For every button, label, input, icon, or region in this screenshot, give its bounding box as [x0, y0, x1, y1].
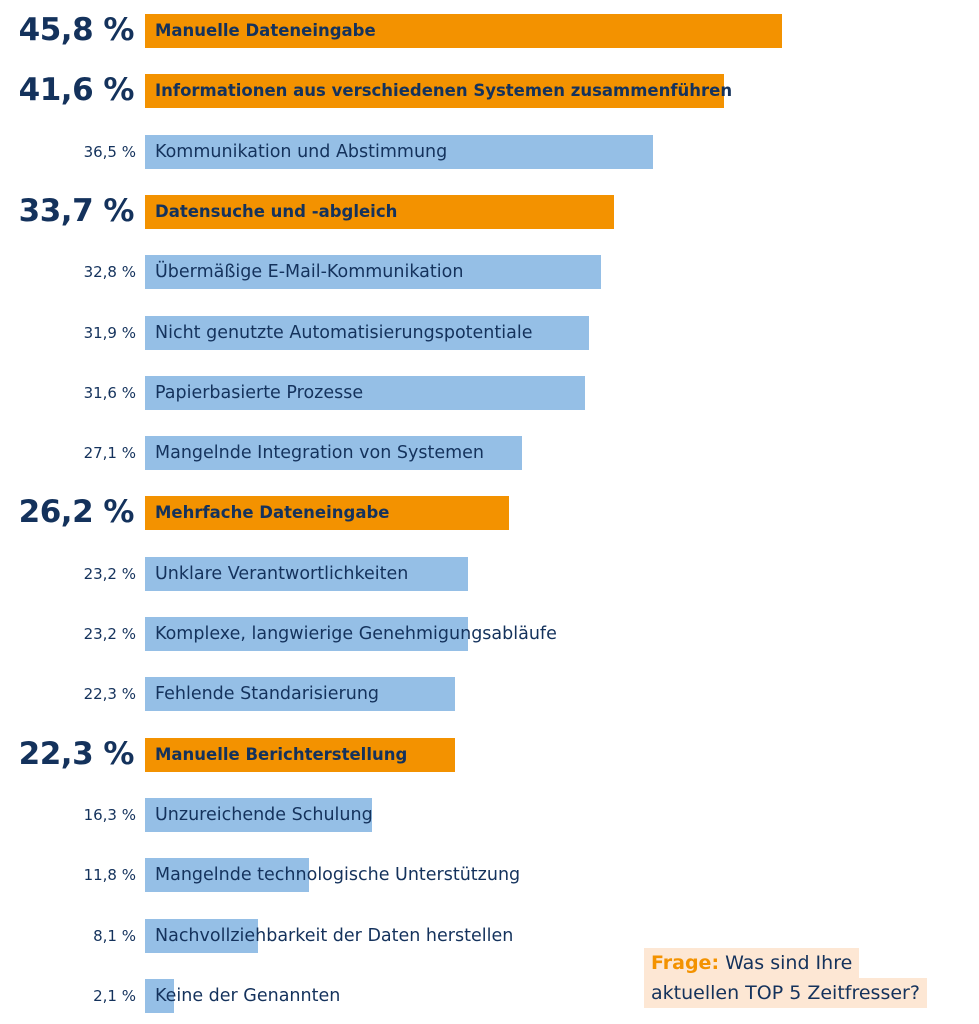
bar-row: 31,9 % Nicht genutzte Automatisierungspot… — [0, 316, 979, 350]
value-label: 22,3 % — [18, 736, 135, 772]
category-label: Unklare Verantwortlichkeiten — [155, 564, 409, 584]
bar-row: 32,8 % Übermäßige E-Mail-Kommunikation — [0, 255, 979, 289]
bar — [145, 436, 522, 470]
bar-row: 22,3 % Manuelle Berichterstellung — [0, 736, 979, 772]
value-label: 32,8 % — [83, 263, 136, 281]
bar-row: 2,1 % Keine der Genannten — [0, 979, 979, 1013]
bar-highlight — [145, 74, 724, 108]
category-label: Manuelle Berichterstellung — [155, 745, 408, 764]
bar-row: 41,6 % Informationen aus verschiedenen Sy… — [0, 72, 979, 108]
category-label: Nicht genutzte Automatisierungspotential… — [155, 323, 533, 343]
value-label: 27,1 % — [83, 444, 136, 462]
category-label: Komplexe, langwierige Genehmigungsabläuf… — [155, 624, 557, 644]
value-label: 23,2 % — [83, 625, 136, 643]
category-label: Nachvollziehbarkeit der Daten herstellen — [155, 926, 514, 946]
category-label: Übermäßige E-Mail-Kommunikation — [155, 262, 464, 282]
value-label: 31,9 % — [83, 324, 136, 342]
category-label: Mehrfache Dateneingabe — [155, 503, 390, 522]
bar — [145, 255, 601, 289]
bar-row: 31,6 % Papierbasierte Prozesse — [0, 376, 979, 410]
bar-highlight — [145, 14, 782, 48]
value-label: 2,1 % — [93, 987, 136, 1005]
question-label: Frage: — [651, 952, 720, 974]
bar — [145, 557, 468, 591]
bar — [145, 677, 455, 711]
bar-row: 16,3 % Unzureichende Schulung — [0, 798, 979, 832]
question-text-1: Was sind Ihre — [719, 952, 853, 974]
bar-row: 27,1 % Mangelnde Integration von Systemen — [0, 436, 979, 470]
bar — [145, 979, 174, 1013]
value-label: 33,7 % — [18, 193, 135, 229]
bar-row: 36,5 % Kommunikation und Abstimmung — [0, 135, 979, 169]
bar — [145, 798, 372, 832]
question-line-2: aktuellen TOP 5 Zeitfresser? — [644, 978, 927, 1008]
category-label: Mangelnde Integration von Systemen — [155, 443, 485, 463]
bar-highlight — [145, 738, 455, 772]
value-label: 23,2 % — [83, 565, 136, 583]
value-label: 26,2 % — [18, 494, 135, 530]
value-label: 22,3 % — [83, 685, 136, 703]
category-label: Mangelnde technologische Unterstützung — [155, 865, 521, 885]
question-note: Frage: Was sind Ihre aktuellen TOP 5 Zei… — [644, 946, 942, 1016]
bar — [145, 858, 309, 892]
bar — [145, 617, 468, 651]
category-label: Unzureichende Schulung — [155, 805, 373, 825]
value-label: 36,5 % — [83, 143, 136, 161]
bar — [145, 316, 589, 350]
category-label: Informationen aus verschiedenen Systemen… — [155, 81, 733, 100]
bar-row: 23,2 % Unklare Verantwortlichkeiten — [0, 557, 979, 591]
value-label: 16,3 % — [83, 806, 136, 824]
bar-row: 33,7 % Datensuche und -abgleich — [0, 193, 979, 229]
category-label: Fehlende Standarisierung — [155, 684, 380, 704]
bar-highlight — [145, 195, 614, 229]
value-label: 11,8 % — [83, 866, 136, 884]
bar-row: 11,8 % Mangelnde technologische Unterstüt… — [0, 858, 979, 892]
category-label: Kommunikation und Abstimmung — [155, 142, 448, 162]
bar-row: 8,1 % Nachvollziehbarkeit der Daten herst… — [0, 919, 979, 953]
category-label: Papierbasierte Prozesse — [155, 383, 364, 403]
bar — [145, 376, 585, 410]
category-label: Datensuche und -abgleich — [155, 202, 398, 221]
value-label: 8,1 % — [93, 927, 136, 945]
bar-row: 23,2 % Komplexe, langwierige Genehmigungs… — [0, 617, 979, 651]
bar — [145, 135, 653, 169]
bar-row: 26,2 % Mehrfache Dateneingabe — [0, 494, 979, 530]
value-label: 31,6 % — [83, 384, 136, 402]
bar-row: 45,8 % Manuelle Dateneingabe — [0, 12, 979, 48]
question-line-1: Frage: Was sind Ihre — [644, 948, 860, 978]
bar-highlight — [145, 496, 509, 530]
bar-row: 22,3 % Fehlende Standarisierung — [0, 677, 979, 711]
value-label: 45,8 % — [18, 12, 135, 48]
category-label: Manuelle Dateneingabe — [155, 21, 376, 40]
bar — [145, 919, 258, 953]
value-label: 41,6 % — [18, 72, 135, 108]
category-label: Keine der Genannten — [155, 986, 341, 1006]
